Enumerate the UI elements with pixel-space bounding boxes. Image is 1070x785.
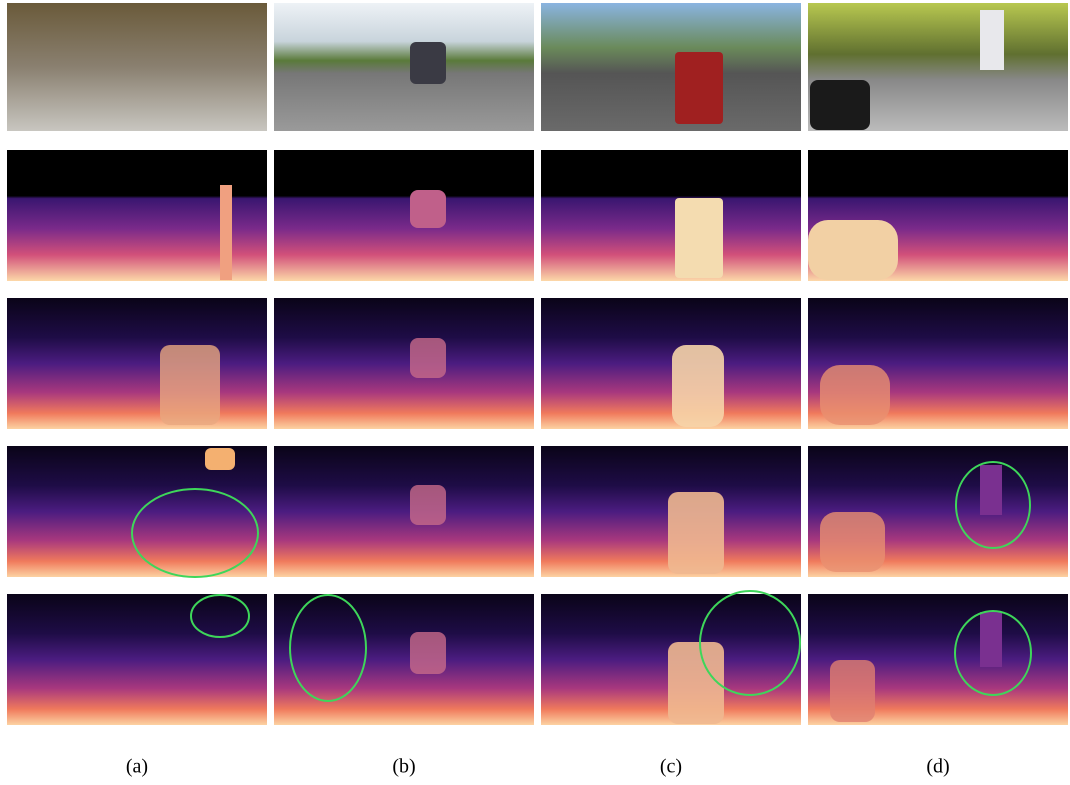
- sign: [980, 10, 1004, 70]
- object: [668, 642, 724, 724]
- car: [410, 42, 446, 84]
- image: [274, 3, 534, 131]
- depth-map: [274, 594, 534, 725]
- gt-row: [7, 150, 1068, 281]
- object: [410, 632, 446, 674]
- image: [541, 3, 801, 131]
- object: [675, 198, 723, 278]
- panel-label: (b): [392, 756, 415, 778]
- object: [205, 448, 235, 470]
- object: [672, 345, 724, 427]
- depth-map: [541, 150, 801, 281]
- object: [220, 185, 232, 280]
- object: [980, 465, 1002, 515]
- panel-label: (c): [660, 756, 682, 778]
- object: [808, 220, 898, 280]
- object: [160, 345, 220, 425]
- photo-row: [7, 3, 1068, 131]
- depth-map: [274, 446, 534, 577]
- car: [810, 80, 870, 130]
- object: [830, 660, 875, 722]
- panel-label: (a): [126, 756, 148, 778]
- panel-label: (d): [926, 756, 949, 778]
- depth-map: [7, 298, 267, 429]
- object: [410, 485, 446, 525]
- depth-map: [7, 594, 267, 725]
- figure: (a) (b) (c) (d): [0, 0, 1070, 785]
- car: [675, 52, 723, 124]
- object: [980, 612, 1002, 667]
- object: [820, 512, 885, 572]
- object: [668, 492, 724, 574]
- depth-rows: [7, 298, 1068, 725]
- depth-map: [541, 298, 801, 429]
- object: [410, 338, 446, 378]
- object: [820, 365, 890, 425]
- object: [410, 190, 446, 228]
- depth-map: [274, 150, 534, 281]
- depth-map: [274, 298, 534, 429]
- image: [7, 3, 267, 131]
